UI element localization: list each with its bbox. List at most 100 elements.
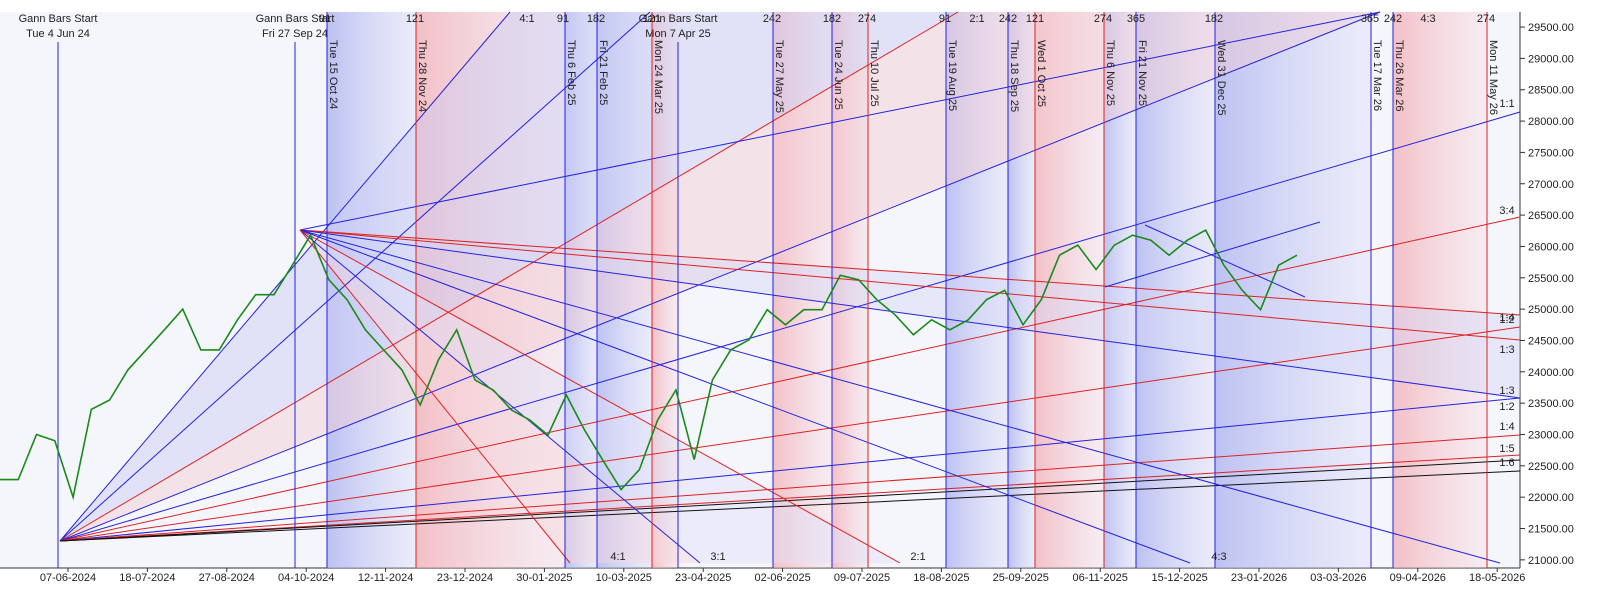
event-date: Mon 24 Mar 25 [652, 40, 664, 114]
gann-line [59, 454, 1521, 542]
x-tick-label: 23-12-2024 [437, 572, 493, 584]
y-tick-label: 24500.00 [1528, 335, 1574, 347]
cycle-count: 242 [763, 13, 781, 25]
x-tick-label: 02-06-2025 [754, 572, 810, 584]
x-tick-label: 25-09-2025 [993, 572, 1049, 584]
event-date: Tue 17 Mar 26 [1371, 40, 1383, 111]
x-tick-label: 03-03-2026 [1310, 572, 1366, 584]
cycle-count: 182 [823, 13, 841, 25]
event-date: Tue 15 Oct 24 [327, 40, 339, 109]
ratio-label: 1:5 [1499, 443, 1514, 455]
gann-line [299, 229, 1521, 341]
y-tick-label: 21500.00 [1528, 524, 1574, 536]
ratio-label: 1:2 [1499, 401, 1514, 413]
ratio-label: 1:1 [1499, 98, 1514, 110]
gann-line [59, 434, 1521, 542]
event-date: Thu 28 Nov 24 [416, 40, 428, 112]
cycle-count: 91 [557, 13, 569, 25]
event-date: Tue 19 Aug 25 [946, 40, 958, 111]
event-date: Wed 1 Oct 25 [1035, 40, 1047, 107]
event-date: Wed 31 Dec 25 [1215, 40, 1227, 116]
x-tick-label: 09-07-2025 [834, 572, 890, 584]
y-tick-label: 23000.00 [1528, 429, 1574, 441]
x-tick-label: 30-01-2025 [516, 572, 572, 584]
ratio-label: 4:1 [610, 551, 625, 563]
gann-line [299, 229, 1521, 316]
cycle-count: 365 [1127, 13, 1145, 25]
y-tick-label: 22500.00 [1528, 461, 1574, 473]
time-band [652, 12, 678, 568]
time-band [1035, 12, 1104, 568]
x-tick-label: 06-11-2025 [1072, 572, 1127, 584]
x-tick-label: 10-03-2025 [596, 572, 652, 584]
cycle-count: 242 [999, 13, 1017, 25]
cycle-count: 4:3 [1420, 13, 1435, 25]
gann-line [59, 11, 959, 542]
time-band [565, 12, 597, 568]
cycle-count: 365 [1361, 13, 1379, 25]
cycle-count: 242 [1384, 13, 1402, 25]
time-band [1008, 12, 1035, 568]
gann-start-date: Fri 27 Sep 24 [262, 28, 328, 40]
y-tick-label: 26000.00 [1528, 241, 1574, 253]
axis-area [1520, 0, 1600, 601]
cycle-count: 121 [406, 13, 424, 25]
cycle-count: 91 [939, 13, 951, 25]
y-tick-label: 29500.00 [1528, 22, 1574, 34]
event-date: Tue 27 May 25 [773, 40, 785, 113]
cycle-count: 2:1 [969, 13, 984, 25]
x-tick-label: 18-07-2024 [119, 572, 175, 584]
gann-start-date: Mon 7 Apr 25 [645, 28, 710, 40]
ratio-label: 1:4 [1499, 421, 1514, 433]
event-date: Thu 6 Nov 25 [1104, 40, 1116, 106]
y-tick-label: 28500.00 [1528, 85, 1574, 97]
gann-line [59, 459, 1521, 542]
ratio-label: 3:1 [710, 551, 725, 563]
ratio-label: 1:3 [1499, 344, 1514, 356]
x-tick-label: 23-01-2026 [1231, 572, 1287, 584]
event-date: Tue 24 Jun 25 [832, 40, 844, 110]
x-tick-label: 23-04-2025 [675, 572, 731, 584]
x-tick-label: 04-10-2024 [278, 572, 334, 584]
y-tick-label: 27000.00 [1528, 179, 1574, 191]
time-band [1104, 12, 1136, 568]
x-tick-label: 07-06-2024 [40, 572, 96, 584]
cycle-count: 274 [1094, 13, 1112, 25]
gann-line [59, 326, 1521, 542]
x-tick-label: 18-08-2025 [913, 572, 969, 584]
cycle-count: 274 [858, 13, 876, 25]
gann-line [1104, 221, 1321, 288]
event-date: Thu 26 Mar 26 [1393, 40, 1405, 112]
time-band [1393, 12, 1487, 568]
y-tick-label: 23500.00 [1528, 398, 1574, 410]
price-line [0, 229, 1298, 501]
event-date: Fri 21 Feb 25 [597, 40, 609, 105]
gann-line [59, 11, 1381, 542]
x-tick-label: 15-12-2025 [1151, 572, 1207, 584]
gann-line [299, 11, 1381, 231]
ratio-label: 1:2 [1499, 314, 1514, 326]
time-band [416, 12, 565, 568]
gann-start-date: Tue 4 Jun 24 [26, 28, 90, 40]
gann-line [59, 111, 1521, 542]
gann-line [299, 229, 1191, 564]
ratio-label: 1:3 [1499, 385, 1514, 397]
time-band [832, 12, 868, 568]
ratio-label: 3:4 [1499, 205, 1514, 217]
ratio-label: 2:1 [910, 551, 925, 563]
cycle-count: 91 [319, 13, 331, 25]
ratio-label: 4:3 [1211, 551, 1226, 563]
gann-line [299, 229, 1521, 399]
event-date: Thu 6 Feb 25 [565, 40, 577, 105]
y-tick-label: 22000.00 [1528, 492, 1574, 504]
event-date: Thu 18 Sep 25 [1008, 40, 1020, 112]
gann-start-title: Gann Bars Start [256, 13, 335, 25]
time-band [773, 12, 832, 568]
ratio-label: 1:6 [1499, 457, 1514, 469]
event-date: Fri 21 Nov 25 [1136, 40, 1148, 106]
cycle-count: 182 [587, 13, 605, 25]
gann-line [299, 229, 901, 564]
gann-line [59, 470, 1521, 542]
y-tick-label: 26500.00 [1528, 210, 1574, 222]
